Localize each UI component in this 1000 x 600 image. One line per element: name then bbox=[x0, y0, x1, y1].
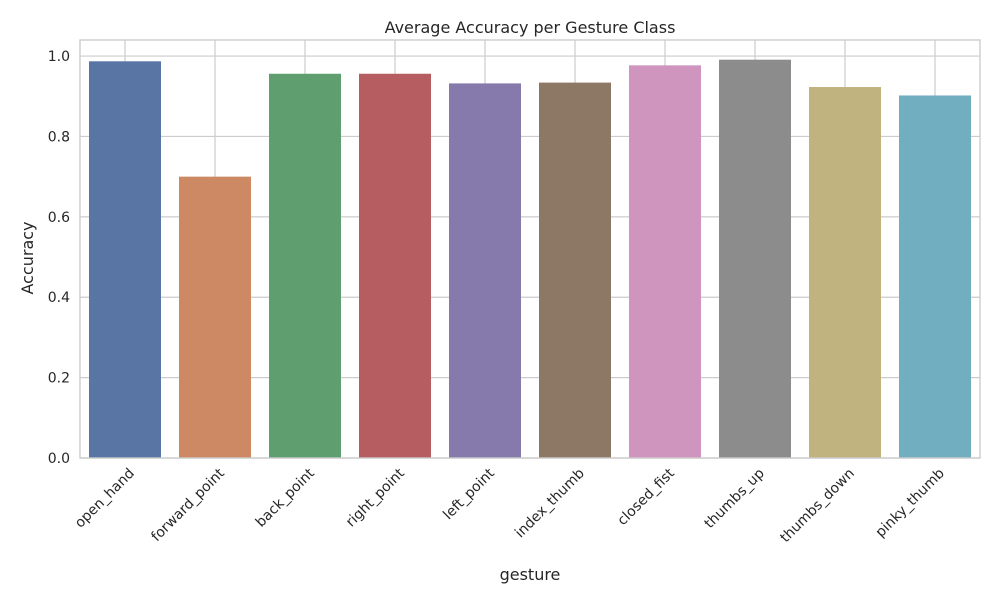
bar-thumbs-up bbox=[719, 59, 791, 459]
x-tick-label: pinky_thumb bbox=[873, 465, 948, 540]
y-tick-label: 0.2 bbox=[48, 371, 70, 387]
chart-title: Average Accuracy per Gesture Class bbox=[385, 18, 676, 37]
y-tick-label: 0.4 bbox=[48, 290, 70, 306]
x-tick-label: forward_point bbox=[148, 465, 228, 545]
axes bbox=[79, 39, 981, 459]
x-tick-label: closed_fist bbox=[614, 465, 678, 529]
x-tick-label: thumbs_up bbox=[701, 465, 767, 531]
bar-thumbs-down bbox=[809, 87, 881, 459]
x-tick-label: open_hand bbox=[72, 466, 138, 532]
bar-pinky-thumb bbox=[899, 95, 971, 458]
y-axis-title: Accuracy bbox=[18, 221, 37, 294]
x-tick-label: thumbs_down bbox=[777, 466, 857, 546]
bar-back-point bbox=[269, 73, 341, 458]
plot-frame bbox=[79, 39, 981, 459]
y-tick-label: 1.0 bbox=[48, 49, 70, 65]
y-tick-label: 0.8 bbox=[48, 129, 70, 145]
bar-forward-point bbox=[179, 176, 251, 458]
x-tick-label: index_thumb bbox=[512, 465, 588, 541]
x-tick-label: back_point bbox=[253, 465, 318, 530]
bars bbox=[89, 59, 971, 459]
y-tick-label: 0.6 bbox=[48, 210, 70, 226]
y-tick-label: 0.0 bbox=[48, 451, 70, 467]
bar-index-thumb bbox=[539, 82, 611, 458]
bar-open-hand bbox=[89, 61, 161, 459]
bar-closed-fist bbox=[629, 65, 701, 458]
x-tick-label: left_point bbox=[440, 465, 498, 523]
bar-right-point bbox=[359, 73, 431, 458]
x-tick-label: right_point bbox=[343, 465, 408, 530]
x-axis-title: gesture bbox=[500, 565, 561, 584]
bar-left-point bbox=[449, 83, 521, 459]
